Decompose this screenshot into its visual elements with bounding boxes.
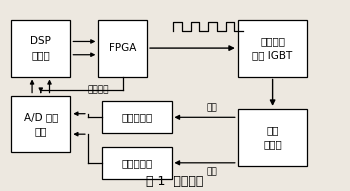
FancyBboxPatch shape: [98, 20, 147, 77]
Text: 功率驱动: 功率驱动: [260, 36, 285, 46]
Text: 电路 IGBT: 电路 IGBT: [252, 50, 293, 60]
FancyBboxPatch shape: [238, 20, 307, 77]
Text: 电流传感器: 电流传感器: [121, 112, 152, 122]
Text: 控制信号: 控制信号: [88, 85, 109, 94]
Text: A/D 采样: A/D 采样: [23, 112, 58, 122]
Text: DSP: DSP: [30, 36, 51, 46]
Text: 悬浮: 悬浮: [266, 125, 279, 135]
Text: 间隙: 间隙: [206, 168, 217, 177]
Text: 电磁铁: 电磁铁: [263, 139, 282, 149]
FancyBboxPatch shape: [11, 20, 70, 77]
Text: 间隙传感器: 间隙传感器: [121, 158, 152, 168]
Text: FPGA: FPGA: [109, 43, 136, 53]
FancyBboxPatch shape: [238, 109, 307, 166]
Text: 处理器: 处理器: [32, 50, 50, 60]
FancyBboxPatch shape: [11, 96, 70, 152]
FancyBboxPatch shape: [102, 147, 172, 179]
Text: 图 1  系统结构: 图 1 系统结构: [146, 175, 204, 188]
Text: 芯片: 芯片: [35, 126, 47, 136]
FancyBboxPatch shape: [102, 101, 172, 134]
Text: 电流: 电流: [206, 103, 217, 112]
